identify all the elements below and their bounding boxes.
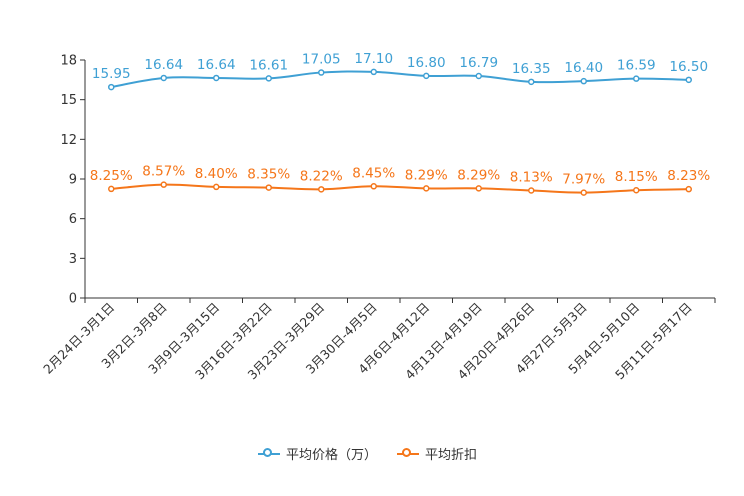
data-label: 16.59 — [617, 58, 656, 74]
data-point — [265, 184, 272, 191]
data-label: 8.15% — [615, 169, 658, 185]
data-label: 8.57% — [142, 164, 185, 180]
series-line-0 — [111, 70, 689, 89]
data-label: 17.10 — [354, 51, 393, 67]
data-label: 8.23% — [667, 168, 710, 184]
y-tick-label: 0 — [69, 292, 77, 307]
data-point — [318, 69, 325, 76]
data-label: 16.64 — [144, 57, 183, 73]
data-label: 16.80 — [407, 55, 446, 71]
data-point — [108, 83, 115, 91]
data-label: 7.97% — [562, 172, 605, 188]
y-tick-label: 15 — [60, 93, 77, 108]
data-label: 8.13% — [510, 170, 553, 186]
legend-swatch-discount — [397, 447, 420, 461]
y-tick-label: 18 — [60, 54, 77, 69]
legend-swatch-price — [258, 447, 280, 461]
y-tick-label: 6 — [69, 212, 77, 227]
series-line-1 — [111, 183, 689, 194]
data-point — [528, 78, 535, 86]
data-point — [475, 72, 482, 80]
data-point — [633, 75, 640, 82]
data-label: 16.50 — [669, 59, 708, 75]
data-label: 16.35 — [512, 61, 551, 77]
data-label: 8.29% — [405, 167, 448, 183]
data-point — [633, 186, 640, 194]
legend-label-price: 平均价格（万） — [286, 448, 378, 463]
data-point — [528, 187, 535, 194]
data-label: 16.40 — [564, 60, 603, 76]
data-point — [108, 185, 115, 193]
data-label: 8.29% — [457, 167, 500, 183]
legend-label-discount: 平均折扣 — [425, 448, 478, 463]
data-point — [580, 77, 587, 85]
data-label: 17.05 — [302, 52, 341, 68]
data-label: 16.79 — [459, 55, 498, 71]
chart-legend: 平均价格（万） 平均折扣 — [258, 444, 477, 463]
data-point — [213, 183, 220, 191]
data-point — [160, 74, 167, 82]
data-point — [318, 186, 325, 193]
data-label: 16.64 — [197, 57, 236, 73]
data-point — [370, 183, 377, 190]
data-label: 16.61 — [249, 57, 288, 73]
data-point — [423, 72, 430, 80]
data-point — [685, 185, 692, 193]
data-point — [580, 189, 587, 196]
data-point — [265, 75, 272, 82]
legend-item-discount[interactable]: 平均折扣 — [397, 444, 477, 463]
data-label: 8.22% — [300, 168, 343, 184]
data-label: 8.45% — [352, 165, 395, 181]
data-point — [370, 68, 377, 76]
y-tick-label: 3 — [69, 252, 77, 267]
data-label: 8.40% — [195, 166, 238, 182]
data-label: 15.95 — [92, 66, 131, 82]
data-point — [423, 185, 430, 192]
data-point — [475, 185, 482, 192]
data-point — [685, 76, 692, 84]
y-tick-label: 12 — [60, 133, 77, 148]
legend-item-price[interactable]: 平均价格（万） — [258, 444, 377, 463]
data-point — [213, 74, 220, 82]
y-tick-label: 9 — [69, 173, 77, 188]
data-label: 8.35% — [247, 167, 290, 183]
data-label: 8.25% — [90, 168, 133, 184]
data-point — [160, 181, 167, 188]
